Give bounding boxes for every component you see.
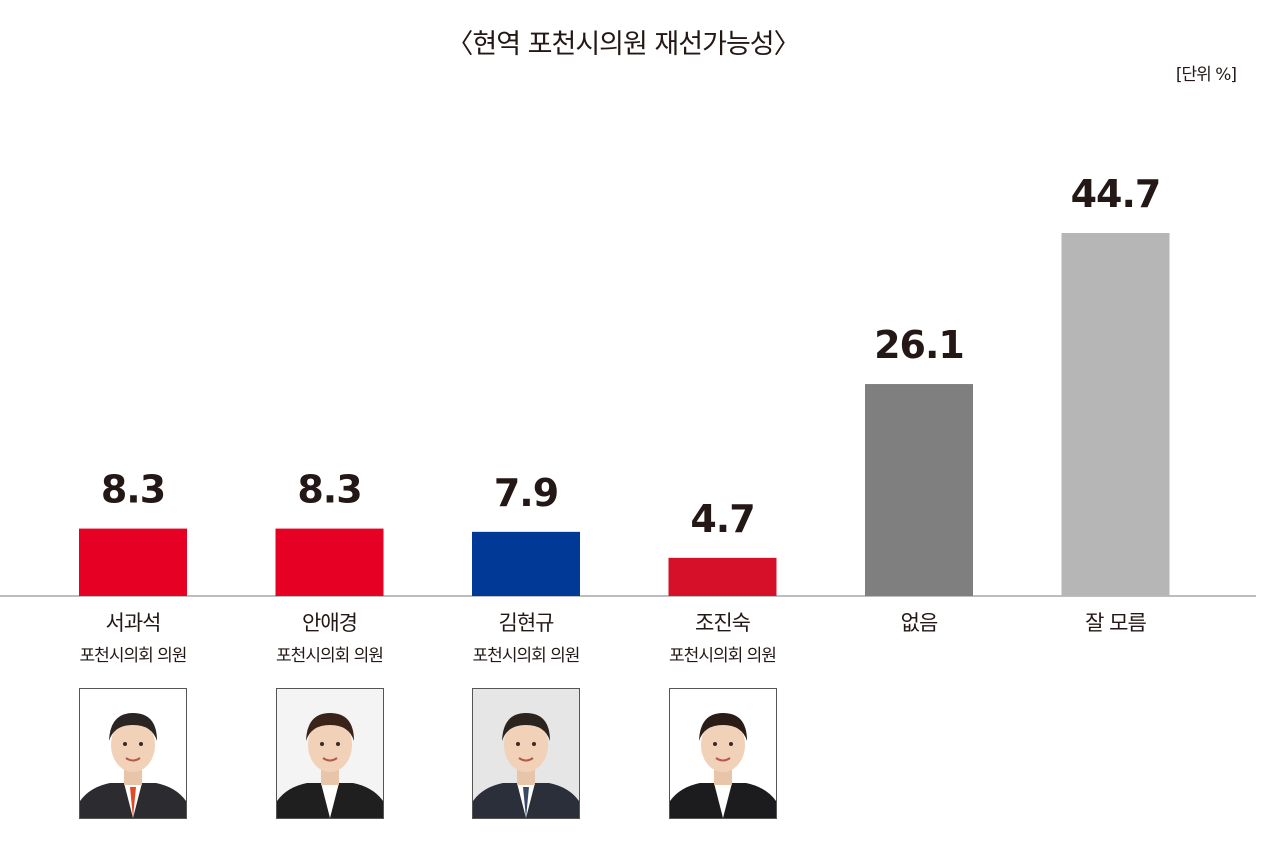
chart-title: 〈현역 포천시의원 재선가능성〉 xyxy=(446,29,800,60)
bar-0 xyxy=(79,528,187,596)
value-label-1: 8.3 xyxy=(297,468,361,512)
portrait-photo-1 xyxy=(275,688,384,819)
category-label-2: 김현규 xyxy=(498,611,555,635)
value-label-4: 26.1 xyxy=(874,323,964,367)
value-label-2: 7.9 xyxy=(494,471,558,515)
value-label-5: 44.7 xyxy=(1071,172,1161,216)
category-label-1: 안애경 xyxy=(302,611,358,635)
category-label-5: 잘 모름 xyxy=(1085,611,1147,635)
category-subtitle-0: 포천시의회 의원 xyxy=(79,646,188,666)
category-label-4: 없음 xyxy=(900,611,939,635)
bar-3 xyxy=(668,557,777,596)
portrait-photo-0 xyxy=(79,688,187,819)
portrait-photo-3 xyxy=(668,688,777,819)
bar-1 xyxy=(275,528,384,596)
unit-label: [단위 %] xyxy=(1175,65,1237,85)
category-subtitle-1: 포천시의회 의원 xyxy=(276,646,384,666)
category-subtitle-2: 포천시의회 의원 xyxy=(472,646,581,666)
bar-2 xyxy=(472,531,580,596)
bar-5 xyxy=(1061,233,1170,596)
category-label-3: 조진숙 xyxy=(695,611,751,635)
value-label-3: 4.7 xyxy=(690,497,754,541)
portrait-photo-2 xyxy=(472,688,580,819)
value-label-0: 8.3 xyxy=(101,468,165,512)
category-subtitle-3: 포천시의회 의원 xyxy=(669,646,777,666)
category-label-0: 서과석 xyxy=(105,611,162,635)
bar-4 xyxy=(865,384,973,596)
